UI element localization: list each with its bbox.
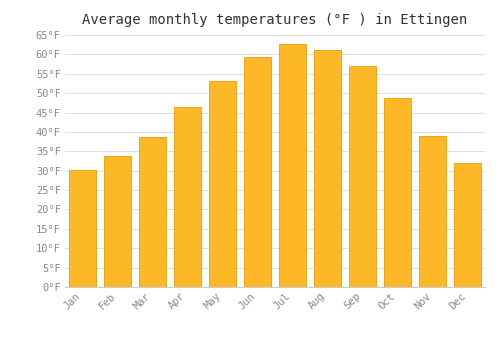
Bar <box>210 81 236 287</box>
Bar <box>420 136 446 287</box>
Bar <box>454 163 480 287</box>
Bar <box>174 107 201 287</box>
Bar <box>70 170 96 287</box>
Bar <box>384 98 410 287</box>
Title: Average monthly temperatures (°F ) in Ettingen: Average monthly temperatures (°F ) in Et… <box>82 13 468 27</box>
Bar <box>314 50 340 287</box>
Bar <box>104 156 130 287</box>
Bar <box>140 136 166 287</box>
Bar <box>350 66 376 287</box>
Bar <box>280 43 305 287</box>
Bar <box>244 57 270 287</box>
